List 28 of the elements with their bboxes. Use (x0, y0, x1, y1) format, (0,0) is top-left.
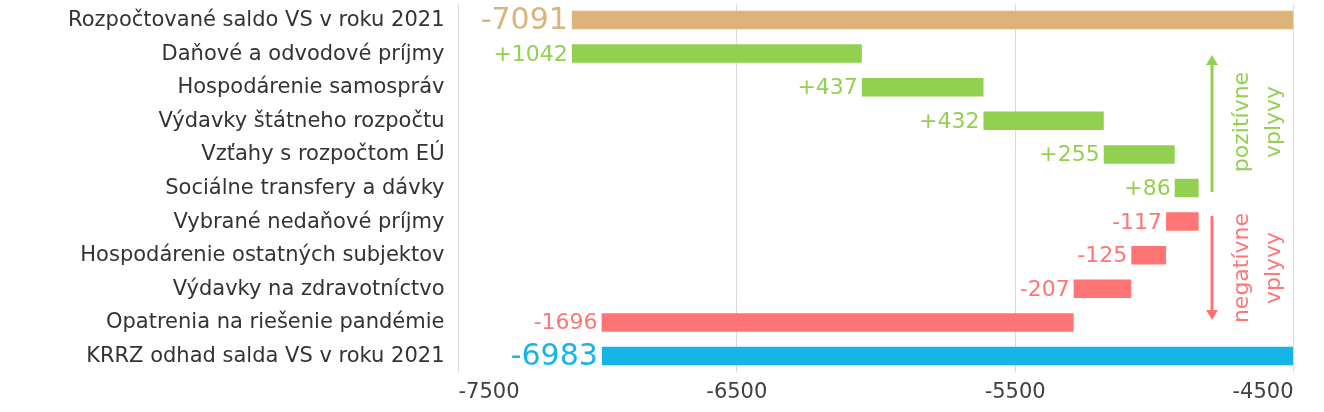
data-label: +86 (1124, 175, 1171, 200)
y-tick-label: Hospodárenie ostatných subjektov (80, 242, 445, 267)
data-label: -207 (1019, 275, 1070, 301)
y-tick-label: Sociálne transfery a dávky (165, 175, 445, 199)
y-tick-label: Vybrané nedaňové príjmy (173, 208, 445, 233)
y-tick-label: Výdavky na zdravotníctvo (172, 275, 445, 300)
y-tick-label: KRRZ odhad salda VS v roku 2021 (86, 343, 445, 368)
data-label: -6983 (510, 337, 598, 373)
annotation: negatívne vplyvy (1228, 212, 1285, 324)
data-label: -117 (1112, 208, 1163, 234)
y-tick-label: Opatrenia na riešenie pandémie (105, 309, 445, 334)
y-tick-label: Daňové a odvodové príjmy (161, 40, 445, 65)
data-label: +1042 (493, 40, 568, 66)
annotation: pozitívne vplyvy (1228, 71, 1285, 173)
y-tick-label: Hospodárenie samospráv (177, 74, 445, 99)
x-tick-label: -6500 (706, 378, 768, 403)
data-label: -7091 (480, 0, 568, 36)
data-label: +255 (1039, 141, 1100, 167)
x-tick-label: -4500 (1232, 378, 1294, 403)
data-label: +432 (919, 107, 980, 133)
data-label: -125 (1077, 242, 1128, 268)
x-tick-label: -5500 (984, 378, 1046, 403)
x-tick-label: -7500 (458, 378, 520, 403)
y-tick-label: Vzťahy s rozpočtom EÚ (201, 140, 445, 166)
y-tick-label: Rozpočtované saldo VS v roku 2021 (68, 6, 445, 31)
data-label: +437 (797, 74, 858, 100)
y-tick-label: Výdavky štátneho rozpočtu (158, 107, 445, 132)
data-label: -1696 (533, 309, 598, 335)
